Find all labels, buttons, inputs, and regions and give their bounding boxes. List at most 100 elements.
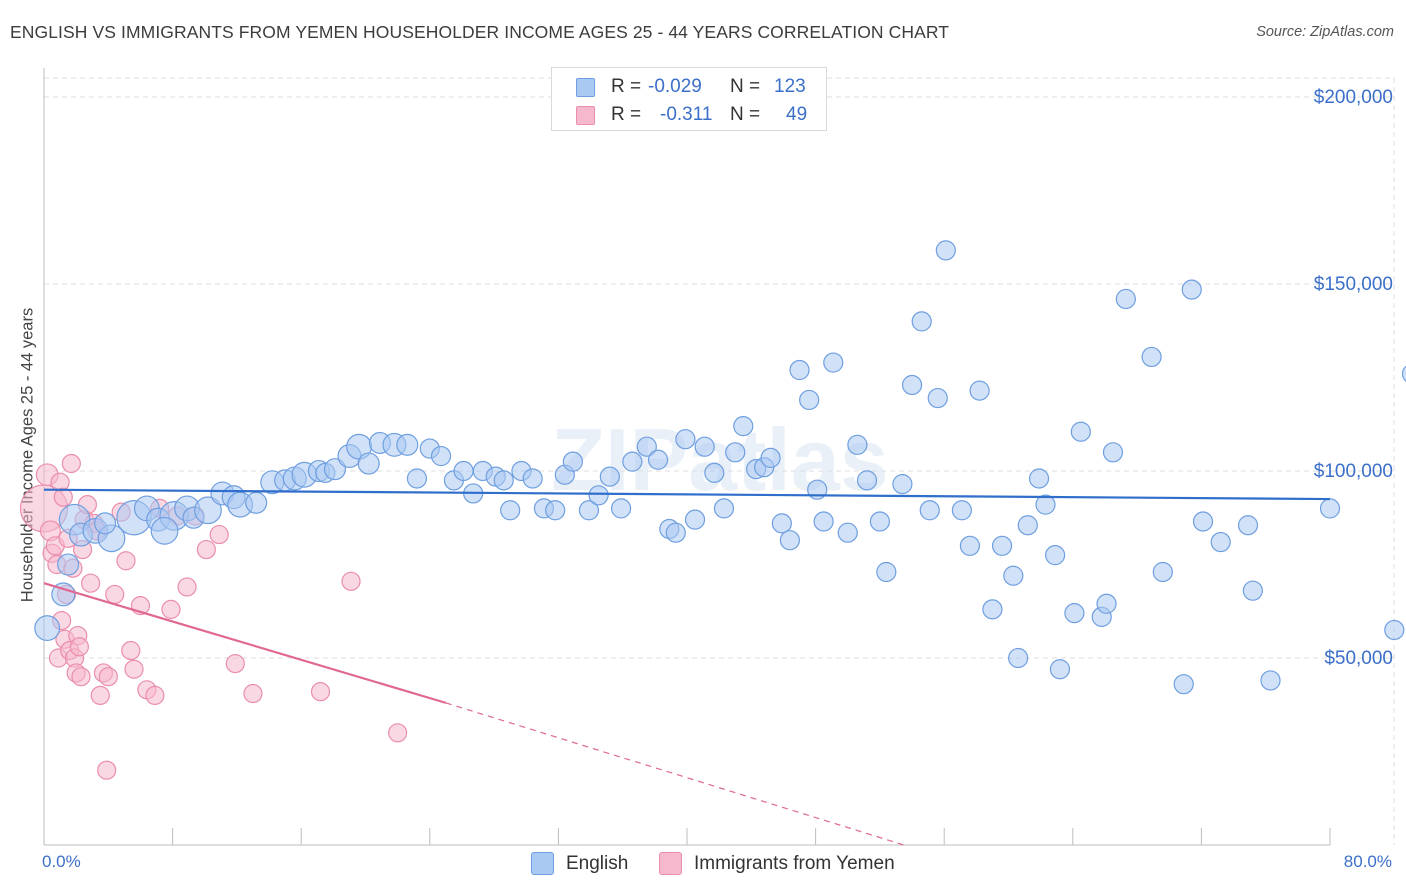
english-point bbox=[1070, 421, 1091, 442]
english-point bbox=[771, 513, 792, 534]
english-point bbox=[51, 582, 76, 607]
y-tick-label: $150,000 bbox=[1314, 274, 1393, 295]
yemen-point bbox=[124, 659, 144, 679]
yemen-point bbox=[209, 524, 229, 545]
english-point bbox=[357, 452, 380, 475]
english-point bbox=[1192, 511, 1214, 532]
english-point bbox=[911, 311, 932, 332]
english-trend-line bbox=[43, 488, 1331, 501]
yemen-point bbox=[341, 571, 361, 591]
english-point bbox=[396, 433, 419, 456]
yemen-point bbox=[161, 599, 181, 619]
english-point bbox=[545, 500, 566, 521]
english-point bbox=[901, 374, 923, 396]
yemen-point bbox=[116, 551, 136, 571]
yemen-trend-line bbox=[43, 582, 447, 704]
english-point bbox=[919, 500, 940, 521]
english-point bbox=[1008, 647, 1029, 669]
english-point bbox=[1173, 674, 1194, 695]
english-point bbox=[725, 442, 746, 463]
english-point bbox=[675, 429, 696, 450]
english-point bbox=[57, 553, 80, 576]
english-point bbox=[599, 466, 620, 487]
english-point bbox=[500, 500, 521, 521]
legend-label-english: English bbox=[566, 852, 629, 874]
english-point bbox=[991, 535, 1013, 556]
legend-label-yemen: Immigrants from Yemen bbox=[694, 852, 895, 874]
yemen-point bbox=[97, 760, 117, 780]
english-point bbox=[892, 473, 913, 495]
english-point bbox=[733, 416, 754, 437]
english-point bbox=[959, 535, 981, 556]
yemen-point bbox=[61, 453, 81, 474]
yemen-point bbox=[177, 577, 197, 597]
english-point bbox=[636, 436, 657, 457]
english-point bbox=[453, 460, 474, 482]
english-point bbox=[856, 470, 878, 491]
english-point bbox=[622, 451, 643, 472]
y-tick-label: $200,000 bbox=[1314, 87, 1393, 108]
english-point bbox=[578, 500, 600, 521]
english-point bbox=[969, 380, 990, 401]
english-point bbox=[1141, 346, 1162, 368]
english-point bbox=[1028, 468, 1050, 489]
english-point bbox=[694, 436, 715, 457]
yemen-point bbox=[71, 667, 91, 687]
r-label: R = bbox=[611, 76, 642, 97]
english-point bbox=[1045, 545, 1066, 566]
chart-source: Source: ZipAtlas.com bbox=[1256, 24, 1394, 40]
series-legend: English Immigrants from Yemen bbox=[0, 852, 1406, 878]
y-tick-labels: $50,000 $100,000 $150,000 $200,000 bbox=[1314, 87, 1393, 669]
yemen-swatch bbox=[576, 105, 595, 125]
english-point bbox=[927, 387, 948, 409]
english-point bbox=[1017, 515, 1038, 536]
yemen-point bbox=[196, 539, 216, 560]
english-point bbox=[94, 512, 117, 535]
english-point bbox=[1096, 593, 1117, 614]
english-point bbox=[588, 485, 609, 506]
english-point bbox=[323, 458, 347, 481]
english-legend-swatch bbox=[531, 852, 554, 875]
english-point bbox=[1049, 659, 1071, 680]
y-tick-label: $100,000 bbox=[1314, 461, 1393, 482]
legend-item-yemen[interactable]: Immigrants from Yemen bbox=[659, 852, 895, 875]
r-label: R = bbox=[611, 104, 642, 125]
y-tick-label: $50,000 bbox=[1324, 648, 1393, 669]
english-point bbox=[493, 470, 514, 491]
x-tick-label-min: 0.0% bbox=[42, 852, 81, 871]
english-point bbox=[522, 468, 543, 489]
yemen-point bbox=[121, 640, 141, 661]
english-point bbox=[1003, 565, 1024, 586]
english-point bbox=[647, 449, 669, 470]
english-point bbox=[34, 615, 61, 642]
english-point bbox=[982, 599, 1003, 620]
english-point bbox=[799, 389, 820, 411]
n-label: N = bbox=[730, 76, 761, 97]
yemen-point bbox=[90, 685, 110, 706]
english-point bbox=[1064, 603, 1085, 624]
english-point bbox=[1401, 365, 1406, 382]
english-point bbox=[1035, 494, 1056, 515]
trend-lines bbox=[43, 488, 1331, 846]
yemen-point bbox=[81, 573, 101, 593]
english-point bbox=[1115, 288, 1136, 310]
english-point bbox=[760, 447, 781, 469]
english-point bbox=[789, 359, 810, 381]
axes bbox=[43, 68, 1331, 846]
legend-item-english[interactable]: English bbox=[531, 852, 628, 875]
english-point bbox=[713, 498, 735, 519]
yemen-point bbox=[69, 637, 89, 657]
english-point bbox=[704, 462, 725, 483]
r-value: -0.311 bbox=[660, 104, 713, 125]
yemen-legend-swatch bbox=[659, 852, 682, 875]
n-value: 49 bbox=[786, 104, 808, 125]
english-points bbox=[34, 240, 1406, 695]
n-label: N = bbox=[730, 104, 761, 125]
english-point bbox=[150, 516, 179, 545]
yemen-point bbox=[388, 723, 408, 743]
english-point bbox=[1319, 498, 1341, 519]
legend-row-yemen: R = -0.311 N = 49 bbox=[552, 100, 807, 130]
english-point bbox=[869, 511, 891, 532]
english-point bbox=[1242, 580, 1263, 601]
r-value: -0.029 bbox=[648, 76, 702, 97]
